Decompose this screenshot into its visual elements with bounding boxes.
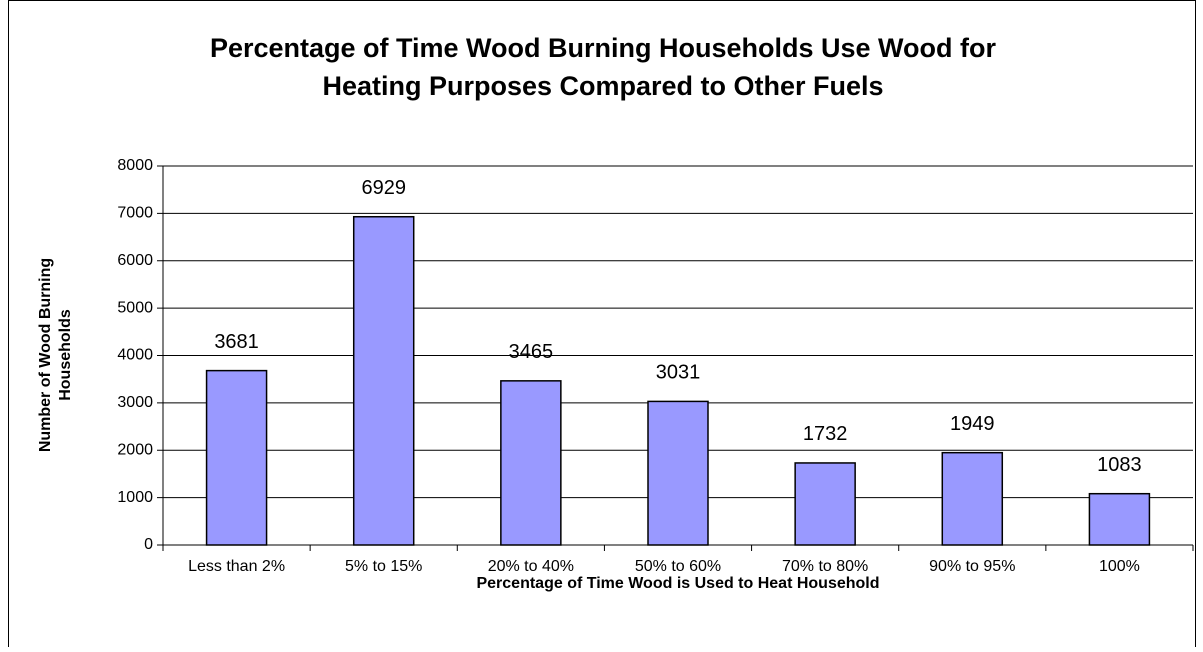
value-label: 1083	[1097, 454, 1142, 476]
y-tick-label: 3000	[117, 394, 153, 411]
bar	[1088, 492, 1151, 546]
value-label: 3031	[656, 362, 701, 384]
y-tick-label: 6000	[117, 252, 153, 269]
y-tick-label: 1000	[117, 489, 153, 506]
y-axis-title-line: Households	[57, 309, 74, 401]
y-tick-label: 7000	[117, 205, 153, 222]
y-axis-title: Number of Wood Burning Households	[37, 258, 74, 452]
y-tick-label: 0	[144, 536, 153, 553]
x-axis-title: Percentage of Time Wood is Used to Heat …	[476, 575, 879, 592]
x-tick-label: Less than 2%	[188, 558, 285, 575]
bar	[352, 215, 415, 546]
bar	[794, 462, 856, 546]
bar	[647, 400, 709, 546]
chart-title: Percentage of Time Wood Burning Househol…	[210, 33, 997, 63]
y-tick-label: 2000	[117, 441, 153, 458]
value-label: 6929	[361, 177, 406, 199]
y-tick-label: 5000	[117, 299, 153, 316]
x-tick-label: 20% to 40%	[488, 558, 574, 575]
bar	[941, 451, 1004, 546]
y-tick-label: 8000	[117, 157, 153, 174]
x-tick-label: 5% to 15%	[345, 558, 422, 575]
y-tick-label: 4000	[117, 347, 153, 364]
x-tick-label: 70% to 80%	[782, 558, 868, 575]
chart-title: Heating Purposes Compared to Other Fuels	[322, 71, 883, 101]
x-tick-label: 90% to 95%	[929, 558, 1015, 575]
value-label: 3465	[509, 341, 554, 363]
bar	[205, 369, 268, 546]
value-label: 3681	[214, 331, 259, 353]
bar	[500, 380, 562, 546]
y-axis-title-line: Number of Wood Burning	[37, 258, 54, 452]
value-label: 1949	[950, 413, 995, 435]
value-label: 1732	[803, 423, 848, 445]
x-tick-label: 50% to 60%	[635, 558, 721, 575]
x-tick-label: 100%	[1099, 558, 1140, 575]
